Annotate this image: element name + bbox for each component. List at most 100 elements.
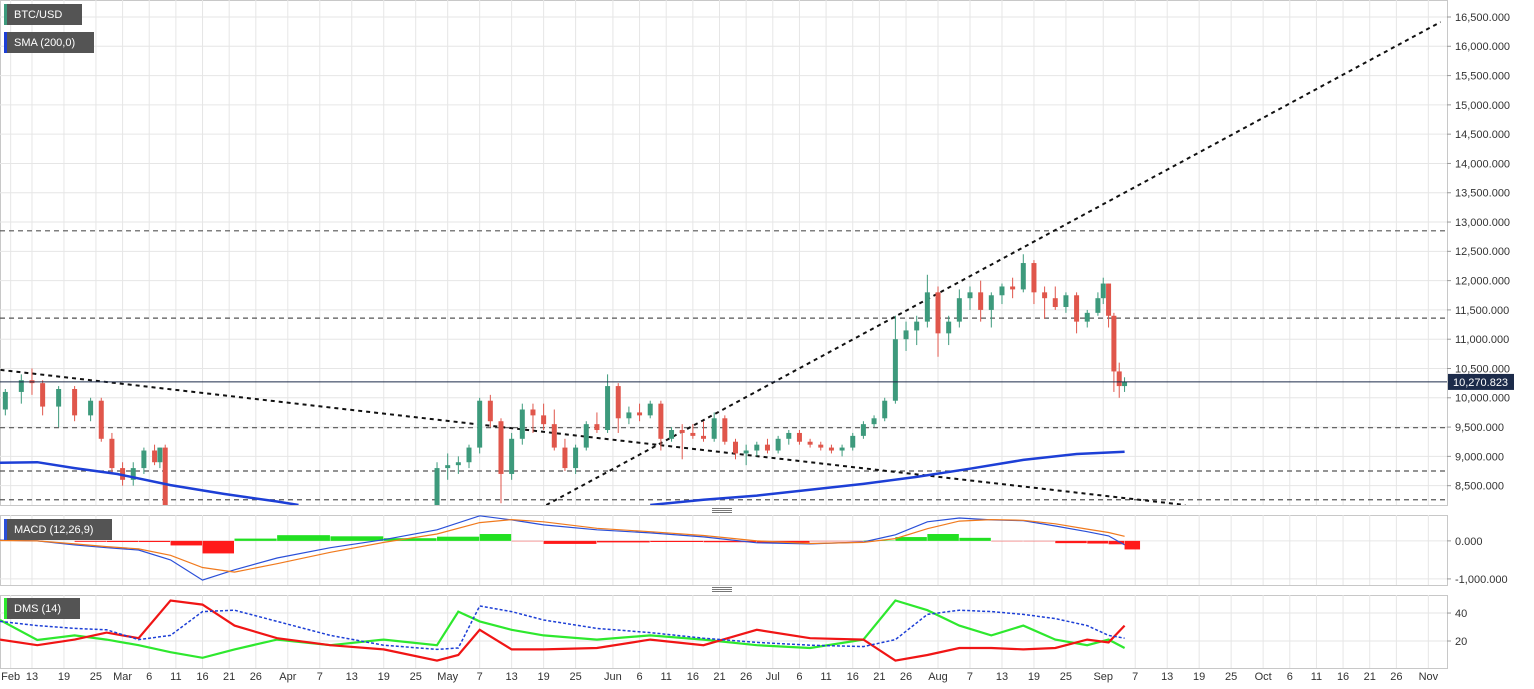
candle-body: [2, 391, 8, 410]
x-tick-label: 26: [1390, 671, 1402, 683]
x-tick-label: Sep: [1093, 671, 1113, 683]
x-tick-label: Aug: [928, 671, 948, 683]
histogram-bar: [1124, 540, 1141, 550]
dms-line: [0, 599, 1126, 659]
x-tick-label: 25: [410, 671, 422, 683]
legend-swatch: [4, 4, 7, 25]
candle-body: [956, 298, 962, 322]
candle-body: [626, 412, 632, 419]
candle-body: [647, 403, 653, 416]
candle-body: [519, 409, 525, 439]
plot-layer: [0, 0, 1447, 668]
x-tick-label: 25: [1060, 671, 1072, 683]
candle-body: [455, 462, 461, 466]
y-tick-label: 15,500.000: [1455, 70, 1510, 82]
price-panel: [0, 0, 1448, 506]
legend-label: SMA (200,0): [14, 37, 75, 49]
candle-body: [1122, 381, 1128, 387]
x-tick-label: 13: [346, 671, 358, 683]
candle-body: [615, 386, 621, 419]
candle-body: [828, 447, 834, 451]
candle-body: [583, 424, 589, 448]
x-tick-label: 19: [58, 671, 70, 683]
candle-body: [72, 389, 78, 416]
candle-body: [1106, 283, 1112, 316]
histogram-bar: [1087, 540, 1109, 544]
trend-line: [0, 368, 1186, 505]
x-tick-label: 25: [1225, 671, 1237, 683]
candle-body: [573, 447, 579, 469]
candle-body: [56, 389, 62, 407]
candle-body: [818, 444, 824, 448]
candle-body: [152, 450, 158, 463]
x-tick-label: 11: [170, 671, 181, 683]
candle-body: [157, 447, 163, 463]
panel-handle[interactable]: [712, 508, 732, 513]
y-tick-label: 16,500.000: [1455, 12, 1510, 24]
candle-body: [839, 447, 845, 451]
candle-body: [722, 418, 728, 442]
candle-body: [669, 430, 675, 439]
x-tick-label: 7: [1132, 671, 1138, 683]
candle-body: [509, 438, 515, 474]
candle-body: [530, 409, 536, 416]
x-tick-label: 25: [90, 671, 102, 683]
x-tick-label: 13: [26, 671, 38, 683]
x-tick-label: 19: [537, 671, 549, 683]
candle-body: [946, 321, 952, 334]
histogram-bar: [330, 536, 384, 541]
histogram-bar: [650, 540, 704, 543]
candle-body: [892, 339, 898, 401]
panel-handle[interactable]: [712, 587, 732, 592]
histogram-bar: [895, 537, 927, 541]
candle-body: [562, 447, 568, 469]
candle-body: [434, 468, 440, 505]
candle-body: [978, 292, 984, 310]
candle-body: [701, 435, 707, 439]
histogram-bar: [479, 534, 512, 541]
candle-body: [498, 421, 504, 474]
candle-body: [914, 321, 920, 331]
y-tick-label: 16,000.000: [1455, 41, 1510, 53]
candle-body: [988, 295, 994, 310]
candle-body: [882, 400, 888, 419]
x-tick-label: Apr: [279, 671, 296, 683]
legend-box: [4, 519, 112, 540]
candle-body: [1042, 292, 1048, 299]
candle-body: [775, 438, 781, 451]
x-tick-label: 7: [967, 671, 973, 683]
candle-body: [743, 450, 749, 454]
legend-box: [4, 598, 80, 619]
x-tick-label: 21: [873, 671, 885, 683]
x-tick-label: 19: [1028, 671, 1040, 683]
x-tick-label: 25: [569, 671, 581, 683]
last-price-box: [1448, 373, 1514, 390]
panel-plot: [0, 595, 1447, 668]
macd-line: [0, 518, 1125, 573]
macd-panel: [0, 515, 1448, 586]
candle-body: [1010, 286, 1016, 290]
x-tick-label: 13: [506, 671, 518, 683]
histogram-bar: [138, 540, 171, 543]
candle-body: [1095, 298, 1101, 313]
candle-body: [1116, 371, 1122, 387]
y-tick-label: 12,000.000: [1455, 276, 1510, 288]
legend-swatch: [4, 519, 7, 540]
x-tick-label: 21: [713, 671, 725, 683]
candle-body: [18, 380, 24, 392]
candle-body: [141, 450, 147, 469]
candle-body: [1052, 298, 1058, 307]
x-tick-label: 6: [636, 671, 642, 683]
legend-box: [4, 4, 82, 25]
panel-plot: [0, 515, 1447, 585]
x-tick-label: 16: [847, 671, 859, 683]
candle-body: [860, 424, 866, 436]
x-tick-label: 21: [223, 671, 235, 683]
histogram-bar: [74, 540, 107, 542]
x-tick-label: 7: [317, 671, 323, 683]
legend-swatch: [4, 598, 7, 619]
x-tick-label: Feb: [1, 671, 20, 683]
legend-label: BTC/USD: [14, 9, 62, 21]
histogram-bar: [383, 538, 437, 541]
